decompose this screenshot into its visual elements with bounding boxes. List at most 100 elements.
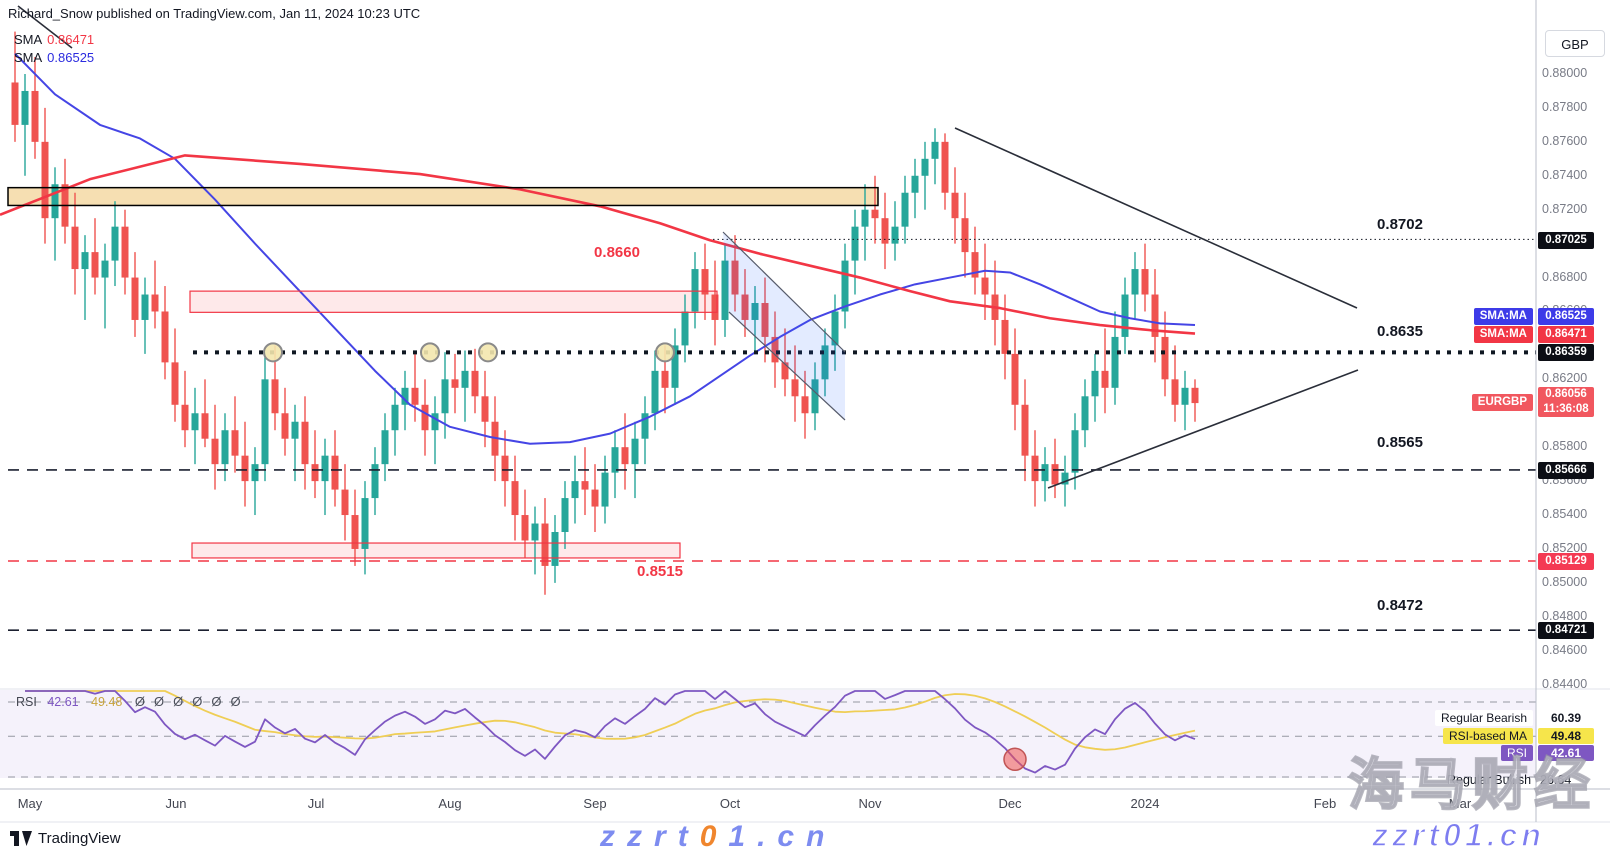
supply-demand-zone-border xyxy=(191,542,681,559)
price-level-label: 0.8660 xyxy=(594,244,640,261)
time-axis-month-label[interactable]: Mar xyxy=(1448,796,1472,811)
tradingview-footer[interactable]: TradingView xyxy=(10,830,121,847)
tradingview-brand-text: TradingView xyxy=(38,830,121,847)
time-axis-month-label[interactable]: Nov xyxy=(858,796,882,811)
price-axis-badge: 0.87025 xyxy=(1538,231,1594,249)
trendline xyxy=(1047,369,1359,489)
time-axis-month-label[interactable]: Dec xyxy=(998,796,1022,811)
level-touch-circle xyxy=(478,342,498,363)
supply-demand-zone-fill xyxy=(192,543,680,558)
trendline xyxy=(954,127,1358,309)
rsi-pane-background xyxy=(0,690,1536,778)
divergence-toggle-icon[interactable]: Ø xyxy=(173,694,184,709)
supply-demand-zone-border xyxy=(7,186,879,207)
price-level-label: 0.8515 xyxy=(637,563,683,580)
price-axis-badge: 0.85129 xyxy=(1538,552,1594,570)
price-axis-badge: 0.86471 xyxy=(1538,325,1594,343)
rsi-row-label: Regular Bearish xyxy=(1434,710,1533,726)
price-tick-label: 0.87400 xyxy=(1542,167,1588,182)
rsi-row-value: 26.64 xyxy=(1540,773,1572,787)
sma-legend-red: SMA 0.86471 xyxy=(14,32,94,47)
time-axis-month-label[interactable]: Oct xyxy=(719,796,741,811)
time-axis-month-label[interactable]: Feb xyxy=(1313,796,1337,811)
time-axis-month-label[interactable]: Jun xyxy=(165,796,187,811)
divergence-toggle-icon[interactable]: Ø xyxy=(134,694,145,709)
rsi-row-label: Regular Bullish xyxy=(1447,773,1532,787)
rsi-row-value: 49.48 xyxy=(1538,728,1594,744)
sma-legend-blue: SMA 0.86525 xyxy=(14,50,94,65)
watermark-site-center: zzrt01.cn xyxy=(600,820,837,853)
sma-red-line xyxy=(0,154,1196,335)
candles-layer xyxy=(11,31,1199,595)
price-level-label: 0.8702 xyxy=(1377,216,1423,233)
divergence-toggle-icon[interactable]: Ø xyxy=(192,694,203,709)
time-axis-month-label[interactable]: Jul xyxy=(307,796,325,811)
price-tick-label: 0.86800 xyxy=(1542,269,1588,284)
divergence-toggle-icon[interactable]: Ø xyxy=(230,694,241,709)
time-axis-month-label[interactable]: 2024 xyxy=(1130,796,1160,811)
axis-series-label: SMA:MA xyxy=(1473,308,1533,325)
price-tick-label: 0.84800 xyxy=(1542,608,1588,623)
price-axis-badge: 0.86056 11:36:08 xyxy=(1538,387,1594,417)
time-axis-month-label[interactable]: Sep xyxy=(583,796,607,811)
parallel-channel-line xyxy=(722,231,846,353)
watermark-site-corner: zzrt01.cn xyxy=(1371,816,1545,854)
currency-button[interactable]: GBP xyxy=(1545,30,1605,57)
axis-series-label: SMA:MA xyxy=(1473,326,1533,343)
axis-series-label: EURGBP xyxy=(1471,394,1533,411)
price-tick-label: 0.87200 xyxy=(1542,201,1588,216)
parallel-channel-fill xyxy=(723,232,845,420)
level-touch-circle xyxy=(655,342,675,363)
time-axis-month-label[interactable]: May xyxy=(17,796,43,811)
price-tick-label: 0.87600 xyxy=(1542,133,1588,148)
sma-value: 0.86525 xyxy=(47,50,95,65)
price-tick-label: 0.84400 xyxy=(1542,676,1588,691)
rsi-row-value: 42.61 xyxy=(1538,745,1594,761)
trendline xyxy=(17,5,73,49)
divergence-toggle-icon[interactable]: Ø xyxy=(211,694,222,709)
rsi-row-label: RSI-based MA xyxy=(1442,728,1533,744)
sma-label: SMA xyxy=(14,50,43,65)
watermark-brand: 海马财经 xyxy=(1347,752,1596,817)
price-axis-badge: 0.85666 xyxy=(1538,461,1594,479)
rsi-ma-legend-value: 49.48 xyxy=(91,695,123,709)
supply-demand-zone-fill xyxy=(190,291,717,313)
tradingview-logo-icon xyxy=(10,831,32,846)
rsi-legend-label: RSI xyxy=(16,695,37,709)
rsi-row-label: RSI xyxy=(1500,745,1533,761)
price-level-label: 0.8472 xyxy=(1377,597,1423,614)
price-axis-badge: 0.86525 xyxy=(1538,307,1594,325)
price-tick-label: 0.86200 xyxy=(1542,371,1588,386)
parallel-channel-line xyxy=(728,311,846,421)
level-touch-circle xyxy=(420,342,440,363)
price-tick-label: 0.85200 xyxy=(1542,540,1588,555)
sma-blue-line xyxy=(14,52,1196,445)
divergence-toggle-icon[interactable]: Ø xyxy=(153,694,165,709)
price-axis-badge: 0.84721 xyxy=(1538,621,1594,639)
price-tick-label: 0.85400 xyxy=(1542,507,1588,522)
sma-label: SMA xyxy=(14,32,43,47)
price-tick-label: 0.85000 xyxy=(1542,574,1588,589)
price-level-label: 0.8635 xyxy=(1377,323,1423,340)
price-tick-label: 0.88000 xyxy=(1542,66,1588,80)
price-tick-label: 0.87800 xyxy=(1542,99,1588,114)
price-axis-badge: 0.86359 xyxy=(1538,343,1594,361)
supply-demand-zone-fill xyxy=(8,187,878,206)
rsi-legend-value: 42.61 xyxy=(47,695,79,709)
rsi-ma-line xyxy=(25,690,1196,751)
time-axis-month-label[interactable]: Aug xyxy=(438,796,462,811)
rsi-row-value: 60.39 xyxy=(1538,710,1594,726)
rsi-line xyxy=(25,690,1196,774)
price-level-label: 0.8565 xyxy=(1377,434,1423,451)
bullish-divergence-marker xyxy=(1003,747,1027,772)
supply-demand-zone-border xyxy=(189,290,718,313)
price-tick-label: 0.84600 xyxy=(1542,642,1588,657)
level-touch-circle xyxy=(263,342,283,363)
publish-caption: Richard_Snow published on TradingView.co… xyxy=(8,6,421,21)
sma-value: 0.86471 xyxy=(47,32,95,47)
price-tick-label: 0.85800 xyxy=(1542,439,1588,454)
